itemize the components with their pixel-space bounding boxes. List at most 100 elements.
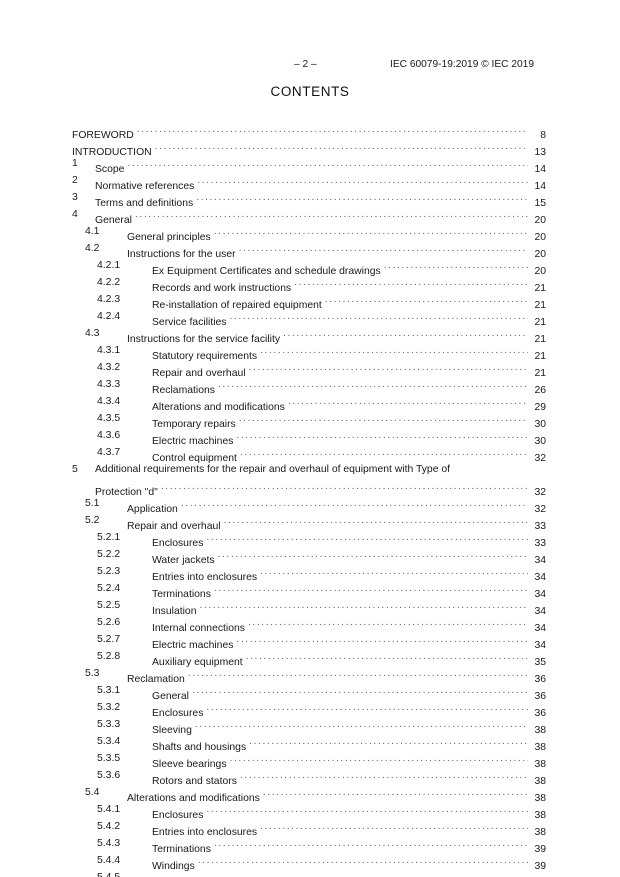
toc-entry[interactable]: 4.2.1 Ex Equipment Certificates and sched… — [72, 257, 546, 277]
toc-entry[interactable]: 5.2.7 Electric machines 34 — [72, 631, 546, 651]
toc-entry[interactable]: 5 Additional requirements for the repair … — [72, 461, 546, 498]
toc-entry-body: Repair and overhaul 33 — [127, 512, 546, 535]
toc-entry[interactable]: 5.2.8 Auxiliary equipment 35 — [72, 648, 546, 668]
toc-entry-page: 21 — [534, 368, 546, 379]
toc-entry-page: 29 — [534, 402, 546, 413]
toc-entry[interactable]: 4.2 Instructions for the user 20 — [72, 240, 546, 260]
toc-entry-label: Repair and overhaul — [127, 521, 221, 532]
toc-entry-number: 4.3.3 — [97, 379, 121, 390]
toc-entry-label: Repair and overhaul — [152, 368, 246, 379]
toc-entry[interactable]: 4.3.4 Alterations and modifications 29 — [72, 393, 546, 413]
toc-entry[interactable]: 5.2.4 Terminations 34 — [72, 580, 546, 600]
toc-entry-page: 38 — [534, 827, 546, 838]
toc-entry[interactable]: 2 Normative references 14 — [72, 172, 546, 192]
toc-entry-number: 5.3.5 — [97, 753, 121, 764]
toc-entry[interactable]: 5.2.5 Insulation 34 — [72, 597, 546, 617]
toc-entry-body: Insulation 34 — [152, 597, 546, 620]
toc-entry[interactable]: 5.2.6 Internal connections 34 — [72, 614, 546, 634]
dot-leader — [197, 172, 528, 189]
toc-entry-number: 5.3.1 — [97, 685, 121, 696]
toc-entry-label: Reclamation — [127, 674, 185, 685]
toc-entry-number: 5.3.6 — [97, 770, 121, 781]
toc-entry-page: 21 — [534, 351, 546, 362]
toc-entry-body: Instructions for the service facility 21 — [127, 325, 546, 348]
toc-entry[interactable]: 5.3 Reclamation 36 — [72, 665, 546, 685]
toc-entry-body: Statutory requirements 21 — [152, 342, 546, 365]
toc-entry[interactable]: 5.3.6 Rotors and stators 38 — [72, 767, 546, 787]
dot-leader — [214, 580, 528, 597]
dot-leader — [239, 240, 528, 257]
table-of-contents: FOREWORD 8 INTRODUCTION 13 1 Scope 14 2 Normativ… — [72, 121, 546, 877]
toc-entry[interactable]: 5.4 Alterations and modifications 38 — [72, 784, 546, 804]
dot-leader — [206, 529, 528, 546]
toc-entry-page: 32 — [534, 504, 546, 515]
toc-entry[interactable]: 4.3.5 Temporary repairs 30 — [72, 410, 546, 430]
toc-entry[interactable]: 5.3.3 Sleeving 38 — [72, 716, 546, 736]
toc-entry-page: 30 — [534, 419, 546, 430]
toc-entry[interactable]: 5.4.3 Terminations 39 — [72, 835, 546, 855]
toc-entry[interactable]: 4.2.3 Re-installation of repaired equipme… — [72, 291, 546, 311]
toc-entry-page: 34 — [534, 640, 546, 651]
toc-entry-number: 4.2.3 — [97, 294, 121, 305]
toc-entry[interactable]: 5.3.2 Enclosures 36 — [72, 699, 546, 719]
toc-entry-body: Scope 14 — [95, 155, 546, 178]
toc-entry-label: Water jackets — [152, 555, 215, 566]
toc-entry[interactable]: 4.3.7 Control equipment 32 — [72, 444, 546, 464]
toc-entry[interactable]: 4 General 20 — [72, 206, 546, 226]
toc-entry-number: 5.3.3 — [97, 719, 121, 730]
toc-entry-body: Reclamations 26 — [152, 376, 546, 399]
toc-entry-number: 5.4.5 — [97, 869, 152, 877]
toc-entry-label: Rotors and stators — [152, 776, 237, 787]
toc-entry[interactable]: 5.2.3 Entries into enclosures 34 — [72, 563, 546, 583]
toc-entry[interactable]: 4.3.6 Electric machines 30 — [72, 427, 546, 447]
toc-entry[interactable]: 5.4.1 Enclosures 38 — [72, 801, 546, 821]
toc-entry[interactable]: 5.4.5Auxiliary equipment39 — [72, 869, 546, 877]
toc-entry-label: Re-installation of repaired equipment — [152, 300, 322, 311]
toc-entry[interactable]: 4.2.4 Service facilities 21 — [72, 308, 546, 328]
toc-entry[interactable]: 5.3.1 General 36 — [72, 682, 546, 702]
dot-leader — [384, 257, 528, 274]
toc-entry[interactable]: 4.1 General principles 20 — [72, 223, 546, 243]
toc-entry-page: 14 — [534, 164, 546, 175]
toc-entry[interactable]: 4.2.2 Records and work instructions 21 — [72, 274, 546, 294]
dot-leader — [137, 121, 528, 138]
toc-entry[interactable]: FOREWORD 8 — [72, 121, 546, 141]
toc-entry[interactable]: 5.2.1 Enclosures 33 — [72, 529, 546, 549]
toc-entry-number: 5.2.1 — [97, 532, 121, 543]
dot-leader — [288, 393, 528, 410]
toc-entry[interactable]: 5.1 Application 32 — [72, 495, 546, 515]
toc-entry[interactable]: 4.3.2 Repair and overhaul 21 — [72, 359, 546, 379]
toc-entry-page: 21 — [534, 334, 546, 345]
dot-leader — [240, 767, 528, 784]
toc-entry[interactable]: 5.2.2 Water jackets 34 — [72, 546, 546, 566]
dot-leader — [249, 359, 528, 376]
dot-leader — [263, 784, 528, 801]
toc-entry[interactable]: 5.4.4 Windings 39 — [72, 852, 546, 872]
toc-entry[interactable]: 4.3 Instructions for the service facility… — [72, 325, 546, 345]
toc-entry[interactable]: 5.3.4 Shafts and housings 38 — [72, 733, 546, 753]
toc-entry-body: Alterations and modifications 29 — [152, 393, 546, 416]
toc-entry[interactable]: 1 Scope 14 — [72, 155, 546, 175]
toc-entry-number: 4.3.7 — [97, 447, 121, 458]
toc-entry[interactable]: 5.2 Repair and overhaul 33 — [72, 512, 546, 532]
toc-entry-page: 20 — [534, 266, 546, 277]
toc-entry-label: Reclamations — [152, 385, 215, 396]
document-reference: IEC 60079-19:2019 © IEC 2019 — [390, 59, 535, 70]
toc-entry-label: Sleeve bearings — [152, 759, 227, 770]
toc-entry-page: 21 — [534, 317, 546, 328]
toc-entry-body: Ex Equipment Certificates and schedule d… — [152, 257, 546, 280]
toc-entry[interactable]: 4.3.1 Statutory requirements 21 — [72, 342, 546, 362]
dot-leader — [260, 818, 528, 835]
toc-entry[interactable]: 5.3.5 Sleeve bearings 38 — [72, 750, 546, 770]
toc-entry[interactable]: INTRODUCTION 13 — [72, 138, 546, 158]
toc-entry[interactable]: 5.4.2 Entries into enclosures 38 — [72, 818, 546, 838]
dot-leader — [206, 801, 528, 818]
toc-entry-label: Insulation — [152, 606, 197, 617]
toc-entry-page: 34 — [534, 555, 546, 566]
toc-entry-label: Shafts and housings — [152, 742, 247, 753]
toc-entry[interactable]: 3 Terms and definitions 15 — [72, 189, 546, 209]
toc-entry-number: 4.2.1 — [97, 260, 121, 271]
dot-leader — [161, 478, 528, 495]
toc-entry[interactable]: 4.3.3 Reclamations 26 — [72, 376, 546, 396]
